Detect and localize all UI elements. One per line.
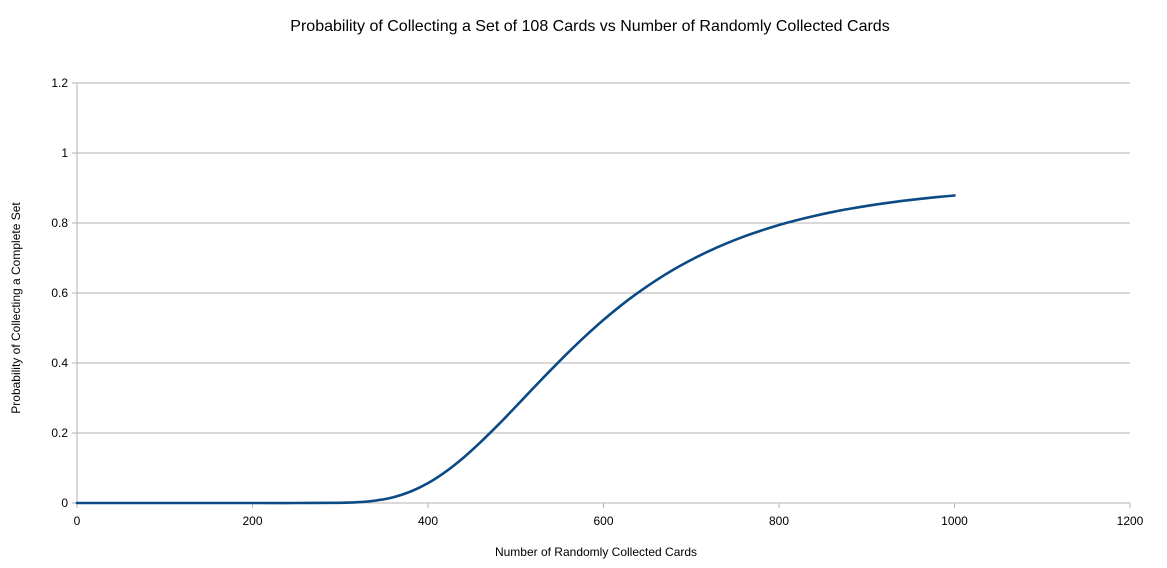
x-tick-labels: 0 200 400 600 800 1000 1200 <box>74 514 1144 528</box>
chart-title: Probability of Collecting a Set of 108 C… <box>290 18 889 35</box>
x-tick-label: 600 <box>593 514 613 528</box>
y-tick-labels: 0 0.2 0.4 0.6 0.8 1 1.2 <box>51 76 68 510</box>
y-tick-label: 0.4 <box>51 356 68 370</box>
x-tick-label: 400 <box>418 514 438 528</box>
axes <box>72 82 1131 508</box>
series-line <box>75 194 956 505</box>
y-tick-label: 1.2 <box>51 76 68 90</box>
x-tick-label: 800 <box>769 514 789 528</box>
x-tick-label: 0 <box>74 514 81 528</box>
y-tick-label: 0.8 <box>51 216 68 230</box>
x-axis-label: Number of Randomly Collected Cards <box>495 545 697 559</box>
y-tick-label: 0.2 <box>51 426 68 440</box>
y-axis-label: Probability of Collecting a Complete Set <box>9 202 23 414</box>
y-tick-label: 1 <box>61 146 68 160</box>
x-tick-label: 1000 <box>941 514 968 528</box>
y-tick-label: 0.6 <box>51 286 68 300</box>
gridlines <box>77 82 1130 504</box>
series-layer <box>75 194 956 505</box>
y-tick-label: 0 <box>61 496 68 510</box>
x-tick-label: 200 <box>242 514 262 528</box>
x-tick-label: 1200 <box>1117 514 1144 528</box>
